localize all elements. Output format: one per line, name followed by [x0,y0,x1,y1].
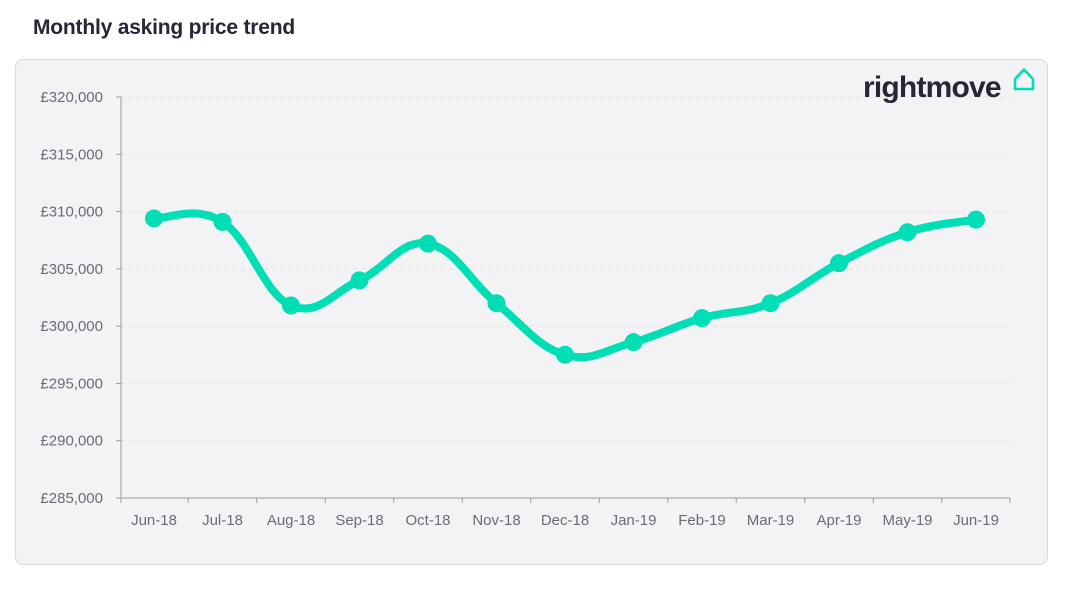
data-point-apr-19[interactable] [830,254,848,273]
x-tick-label: Oct-18 [405,512,450,529]
x-tick-label: Dec-18 [541,512,589,529]
data-point-sep-18[interactable] [350,271,369,290]
series-line [150,209,980,362]
data-points [145,209,985,364]
x-tick-label: Jul-18 [202,512,243,529]
y-tick-label: £295,000 [40,375,103,392]
house-icon [1013,68,1035,91]
y-tick-label: £290,000 [40,433,103,450]
data-point-jan-19[interactable] [624,333,643,352]
x-tick-label: Sep-18 [335,512,383,529]
x-tick-label: Apr-19 [816,512,861,529]
data-point-nov-18[interactable] [487,294,506,313]
data-point-mar-19[interactable] [761,294,780,313]
data-point-oct-18[interactable] [419,234,437,253]
data-point-dec-18[interactable] [556,345,574,364]
data-point-may-19[interactable] [898,223,917,242]
axes [116,96,1011,503]
x-tick-label: Nov-18 [472,512,520,529]
brand-logo: rightmove [863,68,1035,104]
data-point-aug-18[interactable] [282,296,300,315]
x-tick-label: Jan-19 [611,512,657,529]
data-point-jun-19[interactable] [967,210,985,229]
brand-name: rightmove [863,71,1001,104]
y-tick-label: £285,000 [40,490,103,507]
y-tick-label: £305,000 [40,261,103,278]
y-tick-labels: £285,000 £290,000 £295,000 £300,000 £305,000… [40,89,103,507]
y-tick-label: £310,000 [40,204,103,221]
x-tick-label: Jun-18 [131,512,177,529]
data-point-jun-18[interactable] [145,209,163,228]
data-point-feb-19[interactable] [693,309,711,328]
x-tick-label: Mar-19 [747,512,795,529]
chart-title: Monthly asking price trend [33,16,296,39]
x-tick-labels: Jun-18 Jul-18 Aug-18 Sep-18 Oct-18 Nov-18 Dec-… [131,512,999,529]
x-tick-label: Aug-18 [267,512,315,529]
x-tick-label: Feb-19 [678,512,726,529]
y-tick-label: £315,000 [40,146,103,163]
x-tick-label: May-19 [882,512,932,529]
chart-card [15,59,1048,565]
x-tick-label: Jun-19 [953,512,999,529]
y-tick-label: £300,000 [40,318,103,335]
y-tick-label: £320,000 [40,89,103,106]
data-point-jul-18[interactable] [213,212,232,231]
